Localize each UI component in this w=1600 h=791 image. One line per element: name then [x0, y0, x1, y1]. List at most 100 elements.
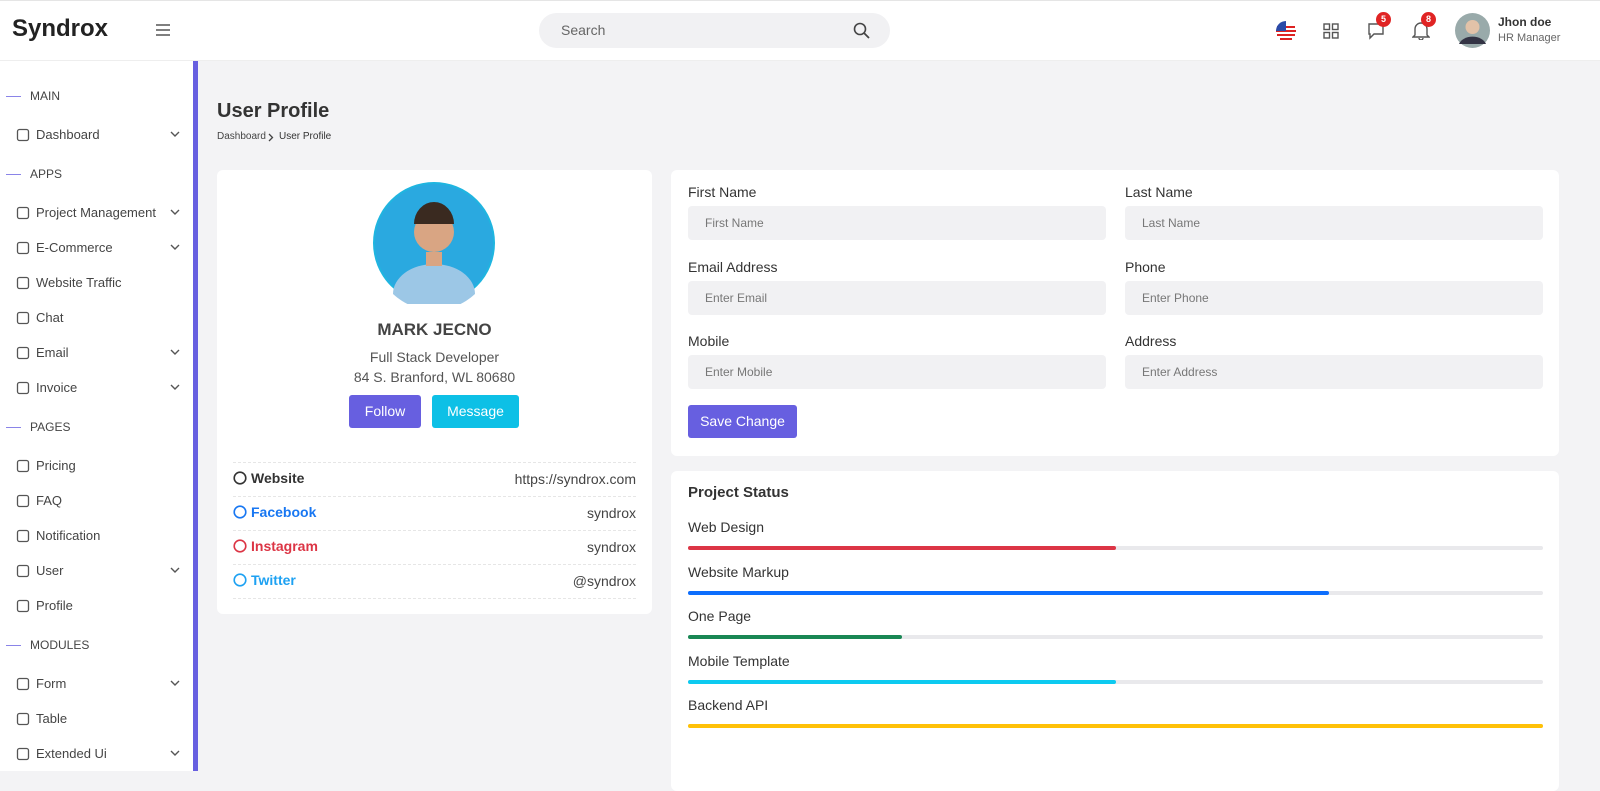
sidebar-icon	[16, 529, 30, 543]
sidebar-item[interactable]: Email	[36, 345, 69, 360]
sidebar-icon	[16, 311, 30, 325]
profile-avatar	[373, 182, 495, 304]
project-name: Web Design	[688, 519, 765, 535]
sidebar-item[interactable]: Profile	[36, 598, 73, 613]
text-input[interactable]: Enter Mobile	[688, 355, 1106, 389]
sidebar: MAIN Dashboard APPS Project Management E-Com…	[0, 61, 193, 771]
user-avatar[interactable]	[1455, 13, 1490, 48]
text-input[interactable]: First Name	[688, 206, 1106, 240]
text-input[interactable]: Enter Address	[1125, 355, 1543, 389]
sidebar-section-title: MAIN	[30, 89, 60, 103]
field-label: Phone	[1125, 258, 1166, 275]
sidebar-item[interactable]: Invoice	[36, 380, 78, 395]
sidebar-item[interactable]: FAQ	[36, 493, 63, 508]
sidebar-item[interactable]: Chat	[36, 310, 64, 325]
project-name: Mobile Template	[688, 652, 790, 669]
progress-track	[688, 590, 1543, 595]
sidebar-icon	[16, 276, 30, 290]
sidebar-section-line	[6, 427, 21, 428]
link-divider	[233, 496, 636, 497]
chevron	[170, 567, 180, 573]
link-label[interactable]: Website	[251, 470, 305, 486]
sidebar-item[interactable]: Extended Ui	[36, 746, 107, 761]
link-value[interactable]: https://syndrox.com	[514, 471, 636, 487]
sidebar-icon	[16, 381, 30, 395]
project-name: One Page	[688, 608, 752, 625]
profile-address: 84 S. Branford, WL 80680	[353, 369, 516, 385]
link-icon	[233, 573, 247, 587]
notification-badge: 8	[1421, 12, 1436, 27]
sidebar-icon	[16, 747, 30, 761]
link-divider	[233, 598, 636, 599]
apps-icon[interactable]	[1323, 23, 1339, 39]
field-label: First Name	[688, 184, 757, 200]
sidebar-icon	[16, 564, 30, 578]
link-icon	[233, 471, 247, 485]
breadcrumb-separator	[268, 133, 274, 142]
link-value[interactable]: syndrox	[586, 505, 636, 521]
sidebar-item[interactable]: E-Commerce	[36, 240, 113, 255]
sidebar-item[interactable]: Table	[36, 711, 68, 726]
chevron	[170, 349, 180, 355]
breadcrumb-item[interactable]: Dashboard	[217, 131, 266, 142]
text-input[interactable]: Enter Phone	[1125, 280, 1543, 315]
sidebar-section-line	[6, 96, 21, 97]
sidebar-item[interactable]: Project Management	[36, 205, 156, 220]
sidebar-scrollbar	[193, 61, 198, 771]
menu-icon[interactable]	[155, 23, 171, 37]
progress-track	[688, 679, 1543, 684]
progress-track	[688, 635, 1543, 640]
link-value[interactable]: syndrox	[586, 539, 636, 555]
message-button[interactable]: Message	[432, 395, 519, 428]
text-input[interactable]: Enter Email	[688, 280, 1106, 315]
sidebar-icon	[16, 206, 30, 220]
sidebar-item[interactable]: Form	[36, 676, 67, 691]
search-box[interactable]	[539, 13, 890, 48]
sidebar-section-line	[6, 174, 21, 175]
link-icon	[233, 539, 247, 553]
link-divider	[233, 462, 636, 463]
link-label[interactable]: Instagram	[251, 538, 318, 554]
brand[interactable]: Syndrox	[12, 15, 109, 42]
sidebar-item[interactable]: Website Traffic	[36, 275, 122, 290]
sidebar-item[interactable]: User	[36, 563, 64, 578]
sidebar-item[interactable]: Pricing	[36, 458, 76, 473]
chevron	[170, 384, 180, 390]
project-status-card: Project Status Web Design Website Markup On…	[671, 471, 1559, 791]
sidebar-item[interactable]: Dashboard	[36, 127, 100, 142]
link-label[interactable]: Facebook	[251, 504, 317, 520]
progress-bar	[688, 724, 1543, 729]
profile-card: MARK JECNO Full Stack Developer 84 S. Bran…	[217, 170, 652, 614]
link-value[interactable]: @syndrox	[572, 573, 636, 589]
profile-role: Full Stack Developer	[369, 349, 500, 365]
field-label: Mobile	[688, 333, 730, 349]
chevron	[170, 209, 180, 215]
progress-bar	[688, 635, 902, 640]
progress-track	[688, 724, 1543, 729]
field-label: Last Name	[1125, 184, 1193, 200]
sidebar-icon	[16, 459, 30, 473]
flag-icon[interactable]	[1276, 21, 1296, 41]
user-name: Jhon doe	[1498, 15, 1552, 29]
sidebar-icon	[16, 346, 30, 360]
chevron	[170, 131, 180, 137]
profile-name: MARK JECNO	[377, 320, 492, 339]
sidebar-section-title: PAGES	[30, 420, 71, 434]
sidebar-icon	[16, 241, 30, 255]
progress-bar	[688, 679, 1116, 684]
sidebar-item[interactable]: Notification	[36, 528, 101, 543]
search-placeholder: Search	[561, 22, 606, 38]
text-input[interactable]: Last Name	[1125, 206, 1543, 240]
progress-bar	[688, 546, 1116, 550]
follow-button[interactable]: Follow	[349, 395, 421, 428]
main-content: User Profile Dashboard User Profile MARK JE…	[198, 61, 1600, 791]
message-badge: 5	[1376, 12, 1391, 27]
project-name: Backend API	[688, 697, 769, 714]
card-title: Project Status	[688, 484, 789, 501]
link-label[interactable]: Twitter	[251, 572, 296, 588]
chevron	[170, 244, 180, 250]
sidebar-section-title: MODULES	[30, 638, 90, 652]
search-icon[interactable]	[853, 22, 871, 40]
save-button[interactable]: Save Change	[688, 405, 797, 438]
